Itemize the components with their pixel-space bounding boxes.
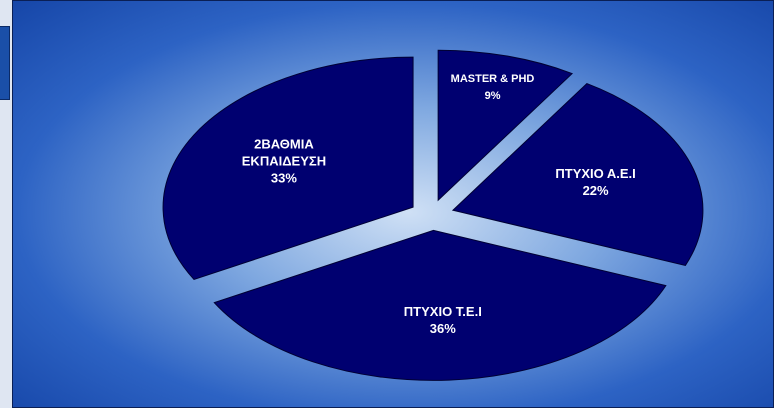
category-label: ΠΤΥΧΙΟ Α.Ε.Ι: [555, 166, 636, 182]
value-label: 33%: [270, 170, 297, 186]
category-label: MASTER & PHD: [450, 72, 535, 85]
pie-slice: [437, 49, 574, 202]
side-tab: [0, 26, 10, 100]
slice-label: 2ΒΑΘΜΙΑ ΕΚΠΑΙΔΕΥΣΗ 33%: [214, 136, 354, 187]
slice-label: ΠΤΥΧΙΟ Τ.Ε.Ι 36%: [373, 303, 513, 337]
category-label: 2ΒΑΘΜΙΑ ΕΚΠΑΙΔΕΥΣΗ: [241, 136, 327, 169]
category-label: ΠΤΥΧΙΟ Τ.Ε.Ι: [403, 304, 482, 320]
value-label: 22%: [582, 183, 609, 199]
value-label: 36%: [429, 321, 456, 337]
pie-slice: [162, 56, 414, 281]
value-label: 9%: [484, 89, 501, 102]
slice-label: ΠΤΥΧΙΟ Α.Ε.Ι 22%: [526, 165, 666, 199]
pie-slice: [451, 83, 704, 267]
pie-slice: [213, 229, 667, 381]
slice-label: MASTER & PHD 9%: [423, 71, 563, 105]
